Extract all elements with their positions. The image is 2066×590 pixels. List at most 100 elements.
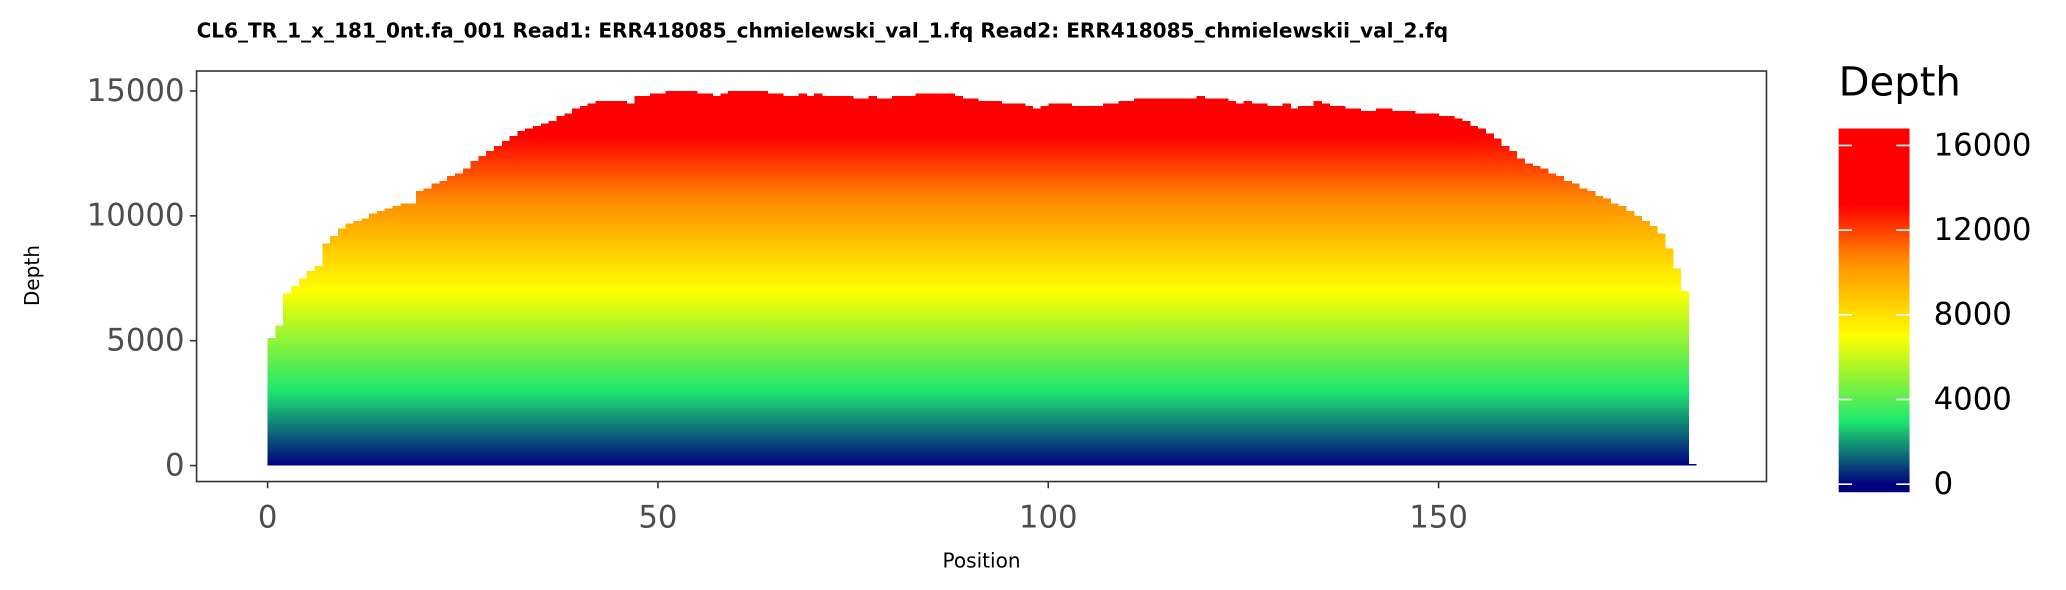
- depth-bar: [1017, 103, 1026, 466]
- depth-bar: [1227, 100, 1237, 466]
- depth-bar: [1251, 103, 1260, 466]
- depth-bar: [1063, 103, 1073, 466]
- depth-bar: [1477, 128, 1486, 466]
- depth-bar: [790, 95, 799, 466]
- depth-bar: [1633, 215, 1643, 466]
- x-axis-label: Position: [942, 548, 1020, 572]
- depth-bar: [1126, 100, 1135, 466]
- depth-bar: [1516, 158, 1525, 466]
- depth-bar: [845, 95, 854, 466]
- depth-bar: [353, 220, 362, 466]
- depth-bar: [993, 100, 1002, 466]
- depth-bar: [486, 150, 495, 466]
- depth-bar: [899, 95, 909, 466]
- depth-bar: [1212, 98, 1221, 466]
- depth-bar: [1321, 103, 1330, 466]
- depth-bar: [337, 228, 347, 466]
- depth-bar: [1547, 173, 1557, 466]
- depth-bar: [1040, 105, 1049, 466]
- depth-bar: [618, 100, 628, 466]
- depth-bar: [1469, 125, 1479, 466]
- colorbar-tick-label: 8000: [1934, 297, 2012, 333]
- depth-bar: [564, 113, 573, 466]
- depth-bar: [712, 95, 721, 466]
- depth-bar: [798, 93, 807, 466]
- depth-bar: [946, 93, 956, 466]
- depth-bar: [556, 115, 565, 466]
- depth-bar: [1625, 210, 1635, 466]
- depth-bar: [462, 168, 472, 466]
- depth-bar: [767, 93, 776, 466]
- depth-bar: [736, 90, 745, 466]
- depth-bar: [1618, 205, 1627, 466]
- depth-bar: [642, 95, 651, 466]
- depth-bar: [1438, 115, 1447, 466]
- depth-bar: [1220, 98, 1229, 466]
- depth-bar: [1001, 103, 1010, 466]
- depth-bar: [587, 103, 597, 466]
- depth-bar: [1009, 103, 1018, 466]
- depth-bar: [1422, 113, 1432, 466]
- depth-bar: [837, 95, 846, 466]
- depth-bar: [681, 90, 690, 466]
- depth-bar: [1602, 198, 1611, 466]
- depth-bar: [1407, 110, 1416, 466]
- depth-bar: [501, 140, 511, 466]
- depth-bar: [1493, 138, 1502, 466]
- depth-bar: [579, 105, 589, 466]
- y-tick-label: 5000: [106, 323, 184, 359]
- depth-bar: [1204, 98, 1213, 466]
- depth-bar: [814, 93, 823, 466]
- depth-bar: [1118, 100, 1127, 466]
- depth-bar: [1095, 105, 1104, 466]
- depth-bar: [611, 100, 620, 466]
- depth-bar: [1586, 190, 1596, 466]
- colorbar-tick-label: 4000: [1934, 381, 2012, 417]
- depth-bar: [1157, 98, 1166, 466]
- depth-bar: [1337, 105, 1346, 466]
- depth-bar: [572, 108, 581, 466]
- y-tick-label: 10000: [87, 198, 185, 234]
- depth-bar: [1563, 180, 1572, 466]
- depth-bar: [1524, 163, 1533, 466]
- depth-bar: [1032, 108, 1041, 466]
- depth-bar: [657, 93, 667, 466]
- depth-bar: [322, 243, 331, 466]
- depth-bar: [1657, 233, 1666, 466]
- depth-bar: [431, 183, 440, 466]
- depth-bar: [634, 95, 643, 466]
- depth-bar: [1391, 110, 1401, 466]
- depth-bar: [689, 90, 698, 466]
- colorbar-tick-label: 12000: [1934, 212, 2032, 248]
- depth-bar: [525, 128, 534, 466]
- depth-bar: [1188, 98, 1198, 466]
- depth-bar: [673, 90, 682, 466]
- x-tick-label: 0: [258, 499, 278, 535]
- colorbar-tick-label: 16000: [1934, 127, 2032, 163]
- depth-bar: [1376, 108, 1385, 466]
- depth-bar: [1571, 183, 1580, 466]
- depth-bar: [1532, 165, 1541, 466]
- depth-bar: [603, 100, 612, 466]
- depth-bar: [1399, 110, 1408, 466]
- legend-title: Depth: [1839, 59, 1961, 105]
- depth-bar: [548, 120, 557, 466]
- depth-bar: [1071, 105, 1081, 466]
- depth-bar: [1501, 145, 1510, 466]
- depth-bar: [915, 93, 924, 466]
- colorbar: [1838, 128, 1910, 493]
- chart-title: CL6_TR_1_x_181_0nt.fa_001 Read1: ERR4180…: [197, 19, 1449, 43]
- depth-bar: [1313, 100, 1323, 466]
- depth-bar: [1360, 110, 1369, 466]
- depth-bar: [1352, 108, 1362, 466]
- depth-bar: [1266, 105, 1276, 466]
- depth-bar: [1087, 105, 1096, 466]
- depth-bar: [923, 93, 932, 466]
- depth-bar: [985, 100, 995, 466]
- depth-bar: [1305, 105, 1315, 466]
- depth-bar: [775, 93, 784, 466]
- depth-bar: [978, 100, 987, 466]
- depth-bar: [1383, 108, 1393, 466]
- depth-bar: [1141, 98, 1151, 466]
